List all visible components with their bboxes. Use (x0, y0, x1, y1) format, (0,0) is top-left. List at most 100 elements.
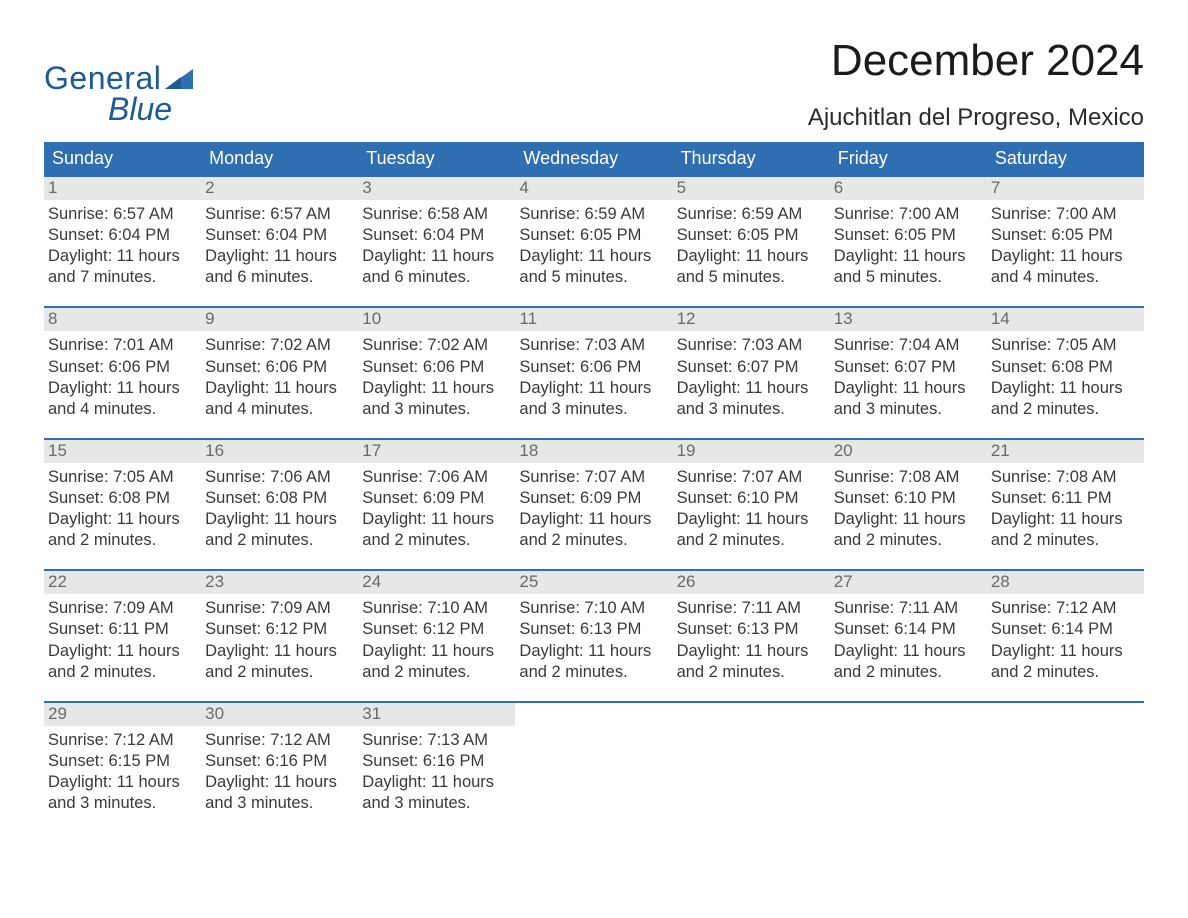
day-cell: 29Sunrise: 7:12 AMSunset: 6:15 PMDayligh… (44, 703, 201, 814)
daylight-text-line2: and 2 minutes. (677, 530, 826, 551)
sunset-text: Sunset: 6:04 PM (362, 225, 511, 246)
sunset-text: Sunset: 6:05 PM (991, 225, 1140, 246)
daylight-text-line2: and 5 minutes. (677, 267, 826, 288)
day-number: 15 (44, 440, 201, 463)
day-body: Sunrise: 7:11 AMSunset: 6:14 PMDaylight:… (830, 594, 987, 682)
brand-word-blue: Blue (108, 91, 172, 128)
day-number: 1 (44, 177, 201, 200)
daylight-text-line1: Daylight: 11 hours (362, 641, 511, 662)
daylight-text-line1: Daylight: 11 hours (519, 378, 668, 399)
daylight-text-line2: and 6 minutes. (362, 267, 511, 288)
sunrise-text: Sunrise: 7:12 AM (205, 730, 354, 751)
daylight-text-line2: and 2 minutes. (205, 662, 354, 683)
sunset-text: Sunset: 6:14 PM (834, 619, 983, 640)
day-cell: 26Sunrise: 7:11 AMSunset: 6:13 PMDayligh… (673, 571, 830, 682)
day-number: 30 (201, 703, 358, 726)
daylight-text-line1: Daylight: 11 hours (677, 509, 826, 530)
day-body: Sunrise: 7:12 AMSunset: 6:14 PMDaylight:… (987, 594, 1144, 682)
day-cell: 30Sunrise: 7:12 AMSunset: 6:16 PMDayligh… (201, 703, 358, 814)
sunrise-text: Sunrise: 7:10 AM (362, 598, 511, 619)
sunrise-text: Sunrise: 7:01 AM (48, 335, 197, 356)
sunrise-text: Sunrise: 7:11 AM (677, 598, 826, 619)
day-body: Sunrise: 6:59 AMSunset: 6:05 PMDaylight:… (673, 200, 830, 288)
weekday-header: Monday (201, 142, 358, 177)
daylight-text-line2: and 2 minutes. (362, 530, 511, 551)
daylight-text-line1: Daylight: 11 hours (519, 246, 668, 267)
location-subtitle: Ajuchitlan del Progreso, Mexico (808, 104, 1144, 132)
day-cell: 17Sunrise: 7:06 AMSunset: 6:09 PMDayligh… (358, 440, 515, 551)
daylight-text-line2: and 2 minutes. (834, 530, 983, 551)
day-number: 5 (673, 177, 830, 200)
day-number: 8 (44, 308, 201, 331)
weeks-container: 1Sunrise: 6:57 AM Sunset: 6:04 PM Daylight… (44, 177, 1144, 814)
daylight-text-line2: and 5 minutes. (519, 267, 668, 288)
day-number: 4 (515, 177, 672, 200)
sunrise-text: Sunrise: 7:06 AM (205, 467, 354, 488)
day-body: Sunrise: 7:03 AMSunset: 6:07 PMDaylight:… (673, 331, 830, 419)
day-cell: 1Sunrise: 6:57 AMSunset: 6:04 PMDaylight… (44, 177, 201, 288)
sunrise-text: Sunrise: 7:09 AM (205, 598, 354, 619)
month-title: December 2024 (808, 36, 1144, 86)
day-body: Sunrise: 7:04 AMSunset: 6:07 PMDaylight:… (830, 331, 987, 419)
day-cell: 11Sunrise: 7:03 AMSunset: 6:06 PMDayligh… (515, 308, 672, 419)
sunset-text: Sunset: 6:06 PM (48, 357, 197, 378)
day-cell: 22Sunrise: 7:09 AMSunset: 6:11 PMDayligh… (44, 571, 201, 682)
day-body: Sunrise: 7:07 AMSunset: 6:10 PMDaylight:… (673, 463, 830, 551)
daylight-text-line2: and 2 minutes. (205, 530, 354, 551)
day-cell: 15Sunrise: 7:05 AMSunset: 6:08 PMDayligh… (44, 440, 201, 551)
daylight-text-line1: Daylight: 11 hours (362, 378, 511, 399)
sunrise-text: Sunrise: 7:12 AM (991, 598, 1140, 619)
sunset-text: Sunset: 6:08 PM (205, 488, 354, 509)
day-cell: 25Sunrise: 7:10 AMSunset: 6:13 PMDayligh… (515, 571, 672, 682)
sunset-text: Sunset: 6:08 PM (48, 488, 197, 509)
sunrise-text: Sunrise: 7:05 AM (991, 335, 1140, 356)
daylight-text-line2: and 3 minutes. (519, 399, 668, 420)
day-body: Sunrise: 7:00 AMSunset: 6:05 PMDaylight:… (830, 200, 987, 288)
daylight-text-line2: and 4 minutes. (205, 399, 354, 420)
sunset-text: Sunset: 6:13 PM (677, 619, 826, 640)
day-cell: 23Sunrise: 7:09 AMSunset: 6:12 PMDayligh… (201, 571, 358, 682)
day-number: 17 (358, 440, 515, 463)
daylight-text-line1: Daylight: 11 hours (834, 641, 983, 662)
daylight-text-line2: and 7 minutes. (48, 267, 197, 288)
daylight-text-line1: Daylight: 11 hours (362, 509, 511, 530)
sunset-text: Sunset: 6:15 PM (48, 751, 197, 772)
daylight-text-line1: Daylight: 11 hours (677, 378, 826, 399)
day-body: Sunrise: 7:09 AMSunset: 6:11 PMDaylight:… (44, 594, 201, 682)
daylight-text-line2: and 3 minutes. (834, 399, 983, 420)
day-cell: 9Sunrise: 7:02 AMSunset: 6:06 PMDaylight… (201, 308, 358, 419)
day-cell: 20Sunrise: 7:08 AMSunset: 6:10 PMDayligh… (830, 440, 987, 551)
daylight-text-line2: and 2 minutes. (48, 530, 197, 551)
sunrise-text: Sunrise: 7:03 AM (677, 335, 826, 356)
day-number: 25 (515, 571, 672, 594)
day-number: 14 (987, 308, 1144, 331)
sunrise-text: Sunrise: 7:02 AM (205, 335, 354, 356)
sunset-text: Sunset: 6:13 PM (519, 619, 668, 640)
day-cell: 10Sunrise: 7:02 AMSunset: 6:06 PMDayligh… (358, 308, 515, 419)
day-body: Sunrise: 7:02 AMSunset: 6:06 PMDaylight:… (201, 331, 358, 419)
sunrise-text: Sunrise: 7:00 AM (991, 204, 1140, 225)
daylight-text-line1: Daylight: 11 hours (677, 641, 826, 662)
day-number: 7 (987, 177, 1144, 200)
daylight-text-line2: and 2 minutes. (991, 662, 1140, 683)
daylight-text-line2: and 3 minutes. (362, 399, 511, 420)
sunset-text: Sunset: 6:06 PM (362, 357, 511, 378)
sunrise-text: Sunrise: 7:00 AM (834, 204, 983, 225)
sunset-text: Sunset: 6:05 PM (677, 225, 826, 246)
day-number: 28 (987, 571, 1144, 594)
sunrise-text: Sunrise: 7:05 AM (48, 467, 197, 488)
daylight-text-line1: Daylight: 11 hours (48, 772, 197, 793)
day-cell: 6Sunrise: 7:00 AMSunset: 6:05 PMDaylight… (830, 177, 987, 288)
day-body: Sunrise: 7:08 AMSunset: 6:10 PMDaylight:… (830, 463, 987, 551)
sunset-text: Sunset: 6:16 PM (362, 751, 511, 772)
day-body: Sunrise: 7:01 AMSunset: 6:06 PMDaylight:… (44, 331, 201, 419)
day-cell: 21Sunrise: 7:08 AMSunset: 6:11 PMDayligh… (987, 440, 1144, 551)
day-body: Sunrise: 7:11 AMSunset: 6:13 PMDaylight:… (673, 594, 830, 682)
day-number: 11 (515, 308, 672, 331)
daylight-text-line2: and 3 minutes. (205, 793, 354, 814)
day-number: 20 (830, 440, 987, 463)
daylight-text-line2: and 2 minutes. (48, 662, 197, 683)
day-number: 27 (830, 571, 987, 594)
day-body: Sunrise: 7:02 AMSunset: 6:06 PMDaylight:… (358, 331, 515, 419)
sunrise-text: Sunrise: 6:57 AM (205, 204, 354, 225)
